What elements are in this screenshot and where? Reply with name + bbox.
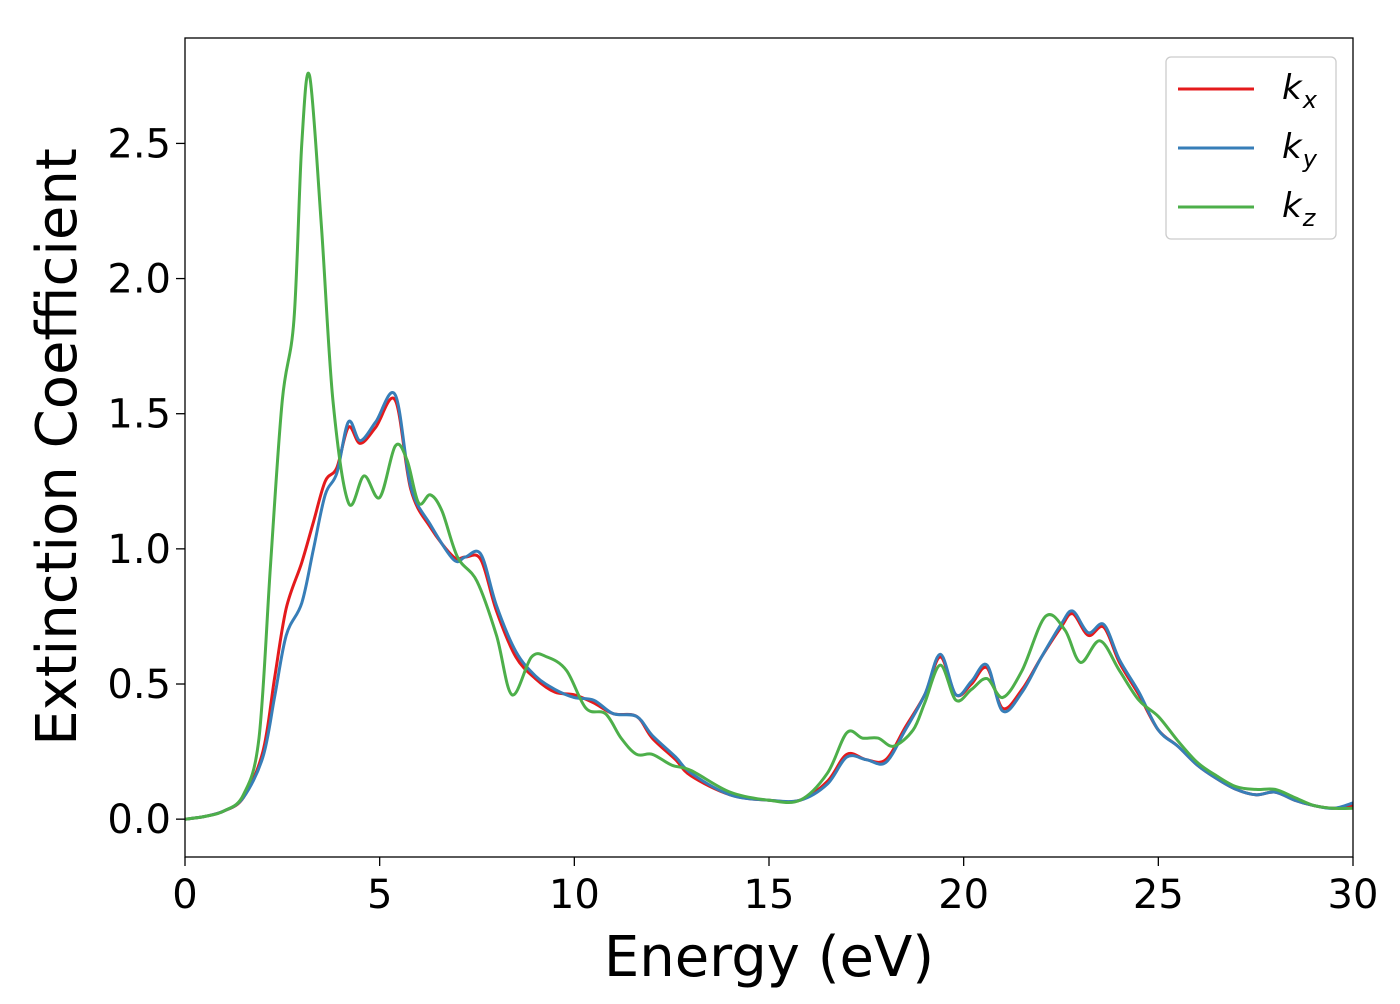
legend-label-z: kz xyxy=(1282,186,1317,232)
x-tick-label: 15 xyxy=(744,872,795,918)
y-axis-title: Extinction Coefficient xyxy=(25,148,90,746)
y-axis-ticks: 0.0 0.5 1.0 1.5 2.0 2.5 xyxy=(107,121,185,843)
series-layer xyxy=(185,71,1353,821)
x-tick-label: 5 xyxy=(367,872,392,918)
x-tick-label: 20 xyxy=(938,872,989,918)
x-tick-label: 25 xyxy=(1133,872,1184,918)
y-tick-label: 0.0 xyxy=(107,797,171,843)
series-line-k-x xyxy=(185,396,1353,821)
y-tick-label: 2.5 xyxy=(107,121,171,167)
legend-label-x: kx xyxy=(1282,68,1318,114)
series-line-k-z xyxy=(185,71,1353,821)
y-tick-label: 2.0 xyxy=(107,257,171,303)
y-tick-label: 1.5 xyxy=(107,392,171,438)
y-tick-label: 1.0 xyxy=(107,527,171,573)
x-axis-title: Energy (eV) xyxy=(604,925,934,990)
legend-label-y: ky xyxy=(1282,127,1318,173)
series-line-k-y xyxy=(185,391,1353,821)
y-tick-label: 0.5 xyxy=(107,662,171,708)
x-axis-ticks: 0 5 10 15 20 25 30 xyxy=(172,857,1378,918)
x-tick-label: 0 xyxy=(172,872,197,918)
legend: kx ky kz xyxy=(1165,56,1337,240)
x-tick-label: 30 xyxy=(1328,872,1379,918)
x-tick-label: 10 xyxy=(549,872,600,918)
